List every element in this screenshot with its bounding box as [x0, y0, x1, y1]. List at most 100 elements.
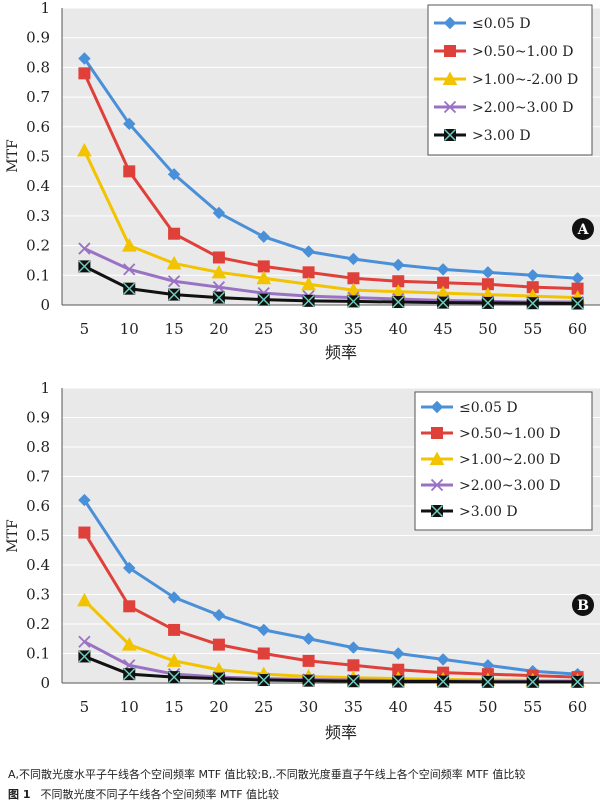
- series-line: [83, 531, 578, 679]
- legend-swatch-marker: [443, 100, 457, 114]
- chart-panel-a: 00.10.20.30.40.50.60.70.80.915 10 15 20 25 30…: [5, 0, 600, 362]
- x-tick-label: 5: [80, 698, 90, 716]
- marker-stroke: [168, 671, 181, 684]
- figure-label: 图 1: [8, 788, 31, 801]
- x-axis-label: 频率: [325, 723, 357, 742]
- data-point: [123, 561, 136, 575]
- legend-swatch-marker: [430, 478, 444, 492]
- marker-stroke: [571, 297, 584, 310]
- y-tick-label: 0.1: [26, 266, 50, 284]
- badge-label: A: [577, 222, 590, 238]
- data-point: [212, 206, 226, 220]
- data-point: [526, 297, 539, 310]
- x-tick-label: 20: [209, 698, 228, 716]
- panel-badge: A: [572, 218, 594, 240]
- legend-swatch-marker: [444, 129, 456, 141]
- data-point: [526, 675, 539, 688]
- y-tick-label: 0.4: [26, 177, 50, 195]
- data-point: [212, 251, 225, 264]
- data-point: [436, 263, 450, 276]
- marker-stroke: [78, 242, 91, 255]
- legend-item: >0.50~1.00 D: [434, 44, 573, 60]
- y-tick-label: 1: [40, 0, 50, 17]
- marker-stroke: [78, 635, 91, 648]
- legend-label: >1.00~2.00 D: [459, 452, 560, 468]
- series-5: [78, 650, 584, 688]
- data-point: [392, 675, 405, 688]
- legend-swatch-marker: [431, 427, 443, 439]
- data-point: [302, 266, 315, 279]
- panel-badge: B: [572, 594, 594, 616]
- series-2: [78, 67, 584, 295]
- x-tick-label: 35: [344, 320, 363, 338]
- data-point: [168, 288, 181, 301]
- marker-stroke: [430, 478, 444, 492]
- x-tick-label: 5: [80, 320, 90, 338]
- x-tick-label: 20: [209, 320, 228, 338]
- x-tick-label: 10: [120, 698, 139, 716]
- figure-title: 不同散光度不同子午线各个空间频率 MTF 值比较: [40, 788, 280, 801]
- data-point: [78, 67, 91, 80]
- data-point: [121, 238, 137, 252]
- legend-label: ≤0.05 D: [459, 400, 518, 416]
- y-axis-label: MTF: [5, 139, 21, 173]
- y-tick-label: 0.8: [26, 58, 50, 76]
- marker-stroke: [431, 505, 443, 517]
- data-point: [347, 641, 360, 654]
- legend-swatch-marker: [431, 505, 443, 517]
- legend-label: ≤0.05 D: [472, 16, 531, 32]
- legend-swatch-marker: [443, 16, 457, 30]
- x-tick-label: 55: [523, 320, 542, 338]
- data-point: [167, 275, 181, 288]
- marker-stroke: [212, 281, 226, 294]
- x-tick-label: 35: [344, 698, 363, 716]
- data-point: [78, 493, 91, 507]
- data-point: [78, 52, 91, 65]
- data-point: [437, 675, 450, 688]
- x-tick-label: 45: [434, 320, 453, 338]
- x-tick-label: 60: [568, 698, 587, 716]
- x-tick-label: 45: [434, 698, 453, 716]
- marker-stroke: [526, 297, 539, 310]
- data-point: [257, 647, 270, 660]
- y-tick-label: 0.4: [26, 556, 50, 574]
- marker-stroke: [257, 293, 270, 306]
- data-point: [257, 230, 270, 243]
- series-1: [78, 52, 584, 285]
- data-point: [123, 600, 136, 613]
- x-tick-label: 25: [254, 320, 273, 338]
- y-tick-label: 0.5: [26, 527, 50, 545]
- data-point: [481, 675, 494, 688]
- data-point: [347, 675, 360, 688]
- data-point: [212, 281, 226, 294]
- x-tick-label: 15: [165, 320, 184, 338]
- data-point: [168, 227, 181, 240]
- data-point: [121, 637, 137, 651]
- legend-swatch-marker: [430, 400, 444, 414]
- legend-label: >1.00~-2.00 D: [472, 72, 578, 88]
- y-tick-label: 0.3: [26, 586, 50, 604]
- legend-box: [414, 391, 593, 531]
- y-tick-label: 0.6: [26, 497, 50, 515]
- data-point: [302, 654, 315, 667]
- data-point: [436, 653, 450, 666]
- legend-label: >2.00~3.00 D: [459, 478, 560, 494]
- x-tick-label: 40: [389, 320, 408, 338]
- legend-item: >2.00~3.00 D: [421, 478, 560, 494]
- y-tick-label: 0.9: [26, 409, 50, 427]
- legend-item: ≤0.05 D: [421, 400, 518, 416]
- data-point: [78, 242, 91, 255]
- data-point: [77, 143, 92, 157]
- data-point: [257, 293, 270, 306]
- y-tick-label: 0.2: [26, 615, 50, 633]
- marker-stroke: [212, 291, 225, 304]
- marker-stroke: [481, 296, 494, 309]
- y-tick-label: 0: [40, 674, 50, 692]
- data-point: [347, 272, 360, 285]
- x-tick-label: 25: [254, 698, 273, 716]
- x-tick-label: 10: [120, 320, 139, 338]
- marker-stroke: [212, 672, 225, 685]
- marker-stroke: [347, 675, 360, 688]
- marker-stroke: [123, 282, 136, 295]
- data-point: [347, 295, 360, 308]
